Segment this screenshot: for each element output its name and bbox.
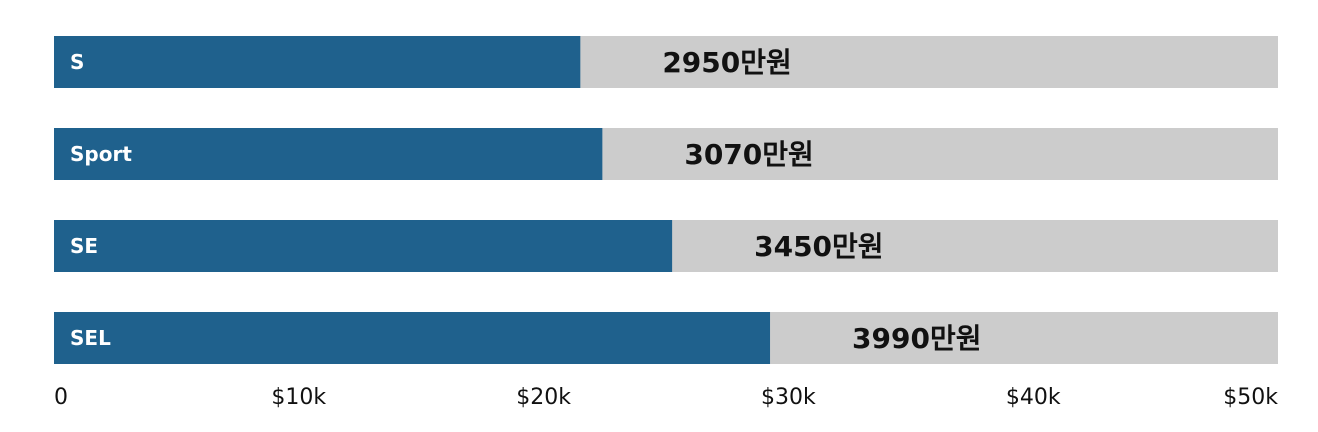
bar [54,128,603,180]
bar-row: SEL 3990만원 [54,312,1278,364]
x-tick-label: $40k [1006,385,1061,410]
bar-category-label: Sport [70,142,132,166]
bar-category-label: SEL [70,326,111,350]
bar-row: SE 3450만원 [54,220,1278,272]
x-tick-label: $10k [271,385,326,410]
x-tick-label: $30k [761,385,816,410]
bar-category-label: S [70,50,84,74]
bar-value-label: 3990만원 [852,322,981,355]
x-axis: 0 $10k $20k $30k $40k $50k [54,385,1278,410]
x-tick-label: $50k [1223,385,1278,410]
bar-value-label: 3450만원 [754,230,883,263]
bar-row: Sport 3070만원 [54,128,1278,180]
bar [54,312,771,364]
bar-row: S 2950만원 [54,36,1278,88]
bar-value-label: 3070만원 [684,138,813,171]
x-tick-label: $20k [516,385,571,410]
bar-value-label: 2950만원 [662,46,791,79]
bar-category-label: SE [70,234,98,258]
bar [54,220,673,272]
bar [54,36,581,88]
x-tick-label: 0 [54,385,68,410]
